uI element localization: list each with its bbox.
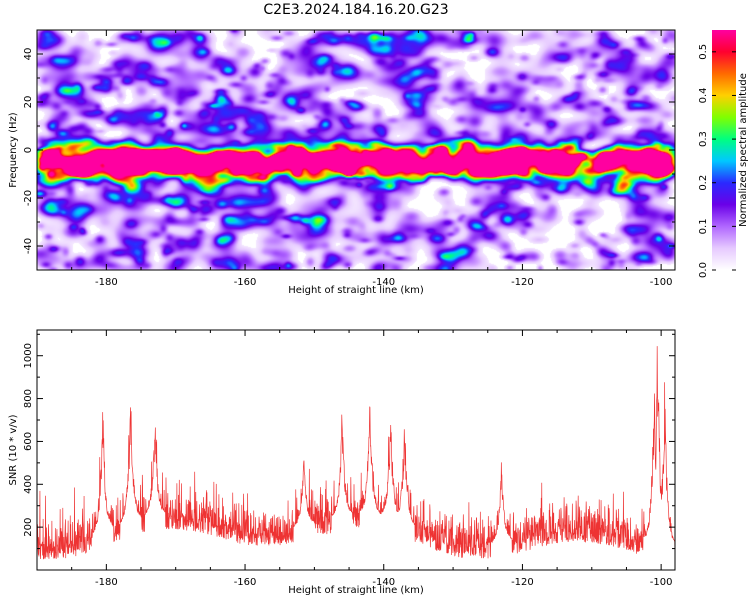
snr-panel: -180 -160 -140 -120 -100 200 400 600 800 1000 He… bbox=[8, 329, 676, 596]
snr-background bbox=[37, 330, 675, 570]
snr-y-ticks: 200 400 600 800 1000 bbox=[23, 333, 675, 571]
spectrogram-panel: -180 -160 -140 -120 -100 -40 -20 0 20 40 Height … bbox=[8, 29, 676, 296]
colorbar: 0.0 0.1 0.2 0.3 0.4 0.5 Normalized spectral a… bbox=[698, 30, 749, 278]
snr-y-tick-label: 200 bbox=[23, 518, 34, 537]
colorbar-tick-label: 0.1 bbox=[698, 218, 709, 234]
colorbar-label: Normalized spectral amplitude bbox=[738, 73, 749, 227]
spectrogram-y-ticks: -40 -20 0 20 40 bbox=[23, 29, 675, 271]
colorbar-tick-label: 0.4 bbox=[698, 88, 709, 104]
spectrogram-y-axis-label: Frequency (Hz) bbox=[8, 112, 19, 188]
snr-y-tick-label: 1000 bbox=[23, 343, 34, 368]
snr-x-tick-label: -180 bbox=[95, 577, 118, 588]
snr-x-ticks: -180 -160 -140 -120 -100 bbox=[36, 330, 673, 588]
spectrogram-x-tick-label: -140 bbox=[372, 277, 395, 288]
spectrogram-x-tick-label: -180 bbox=[95, 277, 118, 288]
snr-x-tick-label: -100 bbox=[650, 577, 673, 588]
snr-series-line bbox=[37, 346, 675, 560]
spectrogram-x-axis-label: Height of straight line (km) bbox=[288, 285, 424, 296]
snr-x-axis-label: Height of straight line (km) bbox=[288, 585, 424, 596]
spectrogram-x-ticks: -180 -160 -140 -120 -100 bbox=[36, 30, 673, 288]
colorbar-ticks: 0.0 0.1 0.2 0.3 0.4 0.5 bbox=[698, 44, 736, 278]
spectrogram-y-tick-label: 20 bbox=[23, 96, 34, 109]
spectrogram-y-tick-label: -40 bbox=[23, 238, 34, 254]
snr-y-tick-label: 800 bbox=[23, 389, 34, 408]
snr-y-tick-label: 400 bbox=[23, 475, 34, 494]
colorbar-tick-label: 0.2 bbox=[698, 175, 709, 191]
spectrogram-y-tick-label: 0 bbox=[23, 147, 34, 153]
colorbar-tick-label: 0.0 bbox=[698, 262, 709, 278]
spectrogram-x-tick-label: -100 bbox=[650, 277, 673, 288]
snr-x-tick-label: -120 bbox=[511, 577, 534, 588]
snr-frame bbox=[36, 329, 676, 571]
spectrogram-x-tick-label: -120 bbox=[511, 277, 534, 288]
snr-x-tick-label: -140 bbox=[372, 577, 395, 588]
chart-title: C2E3.2024.184.16.20.G23 bbox=[263, 2, 448, 18]
colorbar-tick-label: 0.3 bbox=[698, 131, 709, 147]
spectrogram-image bbox=[37, 30, 675, 270]
snr-x-tick-label: -160 bbox=[234, 577, 257, 588]
colorbar-tick-label: 0.5 bbox=[698, 44, 709, 60]
snr-y-tick-label: 600 bbox=[23, 432, 34, 451]
snr-y-axis-label: SNR (10 * v/v) bbox=[8, 414, 19, 485]
spectrogram-y-tick-label: -20 bbox=[23, 190, 34, 206]
spectrogram-y-tick-label: 40 bbox=[23, 48, 34, 61]
spectrogram-x-tick-label: -160 bbox=[234, 277, 257, 288]
colorbar-gradient bbox=[712, 30, 736, 270]
